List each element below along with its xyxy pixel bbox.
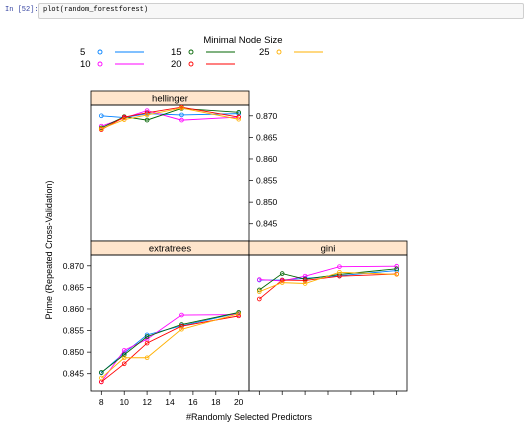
legend-label: 5 (80, 47, 85, 58)
data-point-25 (279, 280, 285, 285)
series-line-15 (101, 311, 239, 373)
y-tick-label: 0.870 (63, 261, 85, 271)
code-input[interactable]: plot(random_forestforest) (38, 3, 524, 19)
series-line-25 (259, 271, 397, 293)
y-tick-label: 0.855 (256, 176, 278, 186)
y-tick-label: 0.855 (63, 326, 85, 336)
data-point-20 (279, 277, 285, 283)
legend-marker (188, 61, 194, 67)
y-tick-label: 0.860 (63, 304, 85, 314)
x-tick-label: 12 (142, 397, 152, 407)
series-line-10 (100, 314, 239, 383)
data-point-15 (144, 117, 150, 123)
x-tick-label: 20 (234, 397, 244, 407)
notebook-code-cell: In [52]: plot(random_forestforest) (0, 0, 527, 24)
data-point-10 (121, 348, 127, 353)
data-point-5 (99, 113, 104, 119)
data-point-15 (394, 266, 399, 272)
data-point-15 (121, 352, 127, 358)
panels: hellinger0.8450.8500.8550.8600.8650.870e… (63, 90, 408, 407)
data-point-20 (144, 340, 150, 346)
data-point-15 (99, 370, 104, 375)
panel-extratrees: extratrees 0.845 0.850 0.855 0.860 0.865 0.870… (63, 240, 250, 407)
y-tick-label: 0.845 (256, 219, 278, 229)
data-point-10 (257, 277, 262, 282)
panel-strip-label: gini (321, 244, 336, 255)
data-point-25 (236, 116, 241, 122)
data-point-25 (179, 105, 184, 111)
data-point-10 (179, 312, 184, 318)
data-point-10 (302, 273, 308, 279)
data-point-10 (394, 263, 399, 269)
series-line-20 (259, 273, 397, 300)
data-point-10 (337, 264, 342, 269)
y-tick-label: 0.865 (256, 132, 278, 142)
cell-prompt: In [52]: (5, 6, 39, 14)
panel-frame (90, 104, 250, 242)
y-tick-label: 0.845 (63, 369, 85, 379)
legend-marker (97, 61, 103, 67)
y-tick-label: 0.860 (256, 154, 278, 164)
data-point-25 (121, 117, 127, 122)
data-point-20 (121, 114, 127, 120)
panel-hellinger: hellinger 0.845 0.850 0.855 0.860 0.865 0.870 (90, 90, 278, 242)
x-tick-label: 8 (99, 397, 104, 407)
x-tick-label: 14 (165, 397, 175, 407)
data-point-20 (121, 361, 127, 367)
panel-frame (248, 254, 408, 392)
y-tick-label: 0.850 (63, 347, 85, 357)
series-line-5 (101, 113, 239, 118)
y-tick-label: 0.870 (256, 111, 278, 121)
data-point-15 (144, 334, 150, 339)
x-tick-label: 10 (119, 397, 129, 407)
y-tick-label: 0.865 (63, 282, 85, 292)
legend-marker (188, 49, 194, 55)
data-point-25 (99, 126, 104, 132)
data-point-25 (302, 281, 308, 286)
data-point-25 (121, 355, 127, 361)
data-point-5 (179, 112, 184, 118)
series-line-25 (101, 313, 239, 379)
data-point-25 (179, 326, 184, 332)
data-point-15 (236, 110, 241, 115)
data-point-10 (179, 117, 184, 123)
code-text: plot(random_forestforest) (43, 6, 149, 14)
panel-gini: gini (248, 240, 408, 395)
data-point-20 (179, 323, 184, 329)
x-axis-label: #Randomly Selected Predictors (186, 412, 313, 422)
data-point-25 (144, 355, 150, 361)
legend-marker (97, 49, 103, 55)
data-point-15 (279, 271, 285, 276)
legend-label: 20 (171, 59, 182, 70)
data-point-20 (302, 278, 308, 283)
series-line-15 (101, 107, 239, 129)
panel-strip-label: extratrees (149, 244, 191, 255)
legend-marker (276, 49, 282, 55)
data-point-25 (337, 269, 342, 275)
legend-label: 15 (171, 47, 182, 58)
data-point-25 (236, 311, 241, 317)
series-line-20 (101, 315, 239, 383)
y-tick-label: 0.850 (256, 197, 278, 207)
data-point-25 (144, 112, 150, 118)
panel-strip-label: hellinger (152, 94, 188, 105)
legend-title: Minimal Node Size (203, 35, 282, 46)
data-point-25 (394, 272, 399, 277)
data-point-15 (257, 287, 262, 293)
legend-label: 10 (80, 59, 91, 70)
data-point-25 (99, 375, 104, 381)
data-point-20 (257, 296, 262, 302)
y-axis-label: Prime (Repeated Cross-Validation) (44, 181, 54, 320)
series-line-10 (259, 265, 397, 282)
x-tick-label: 16 (188, 397, 198, 407)
x-tick-label: 18 (211, 397, 221, 407)
legend-label: 25 (259, 47, 270, 58)
data-point-25 (257, 289, 262, 294)
series-line-25 (101, 107, 239, 130)
